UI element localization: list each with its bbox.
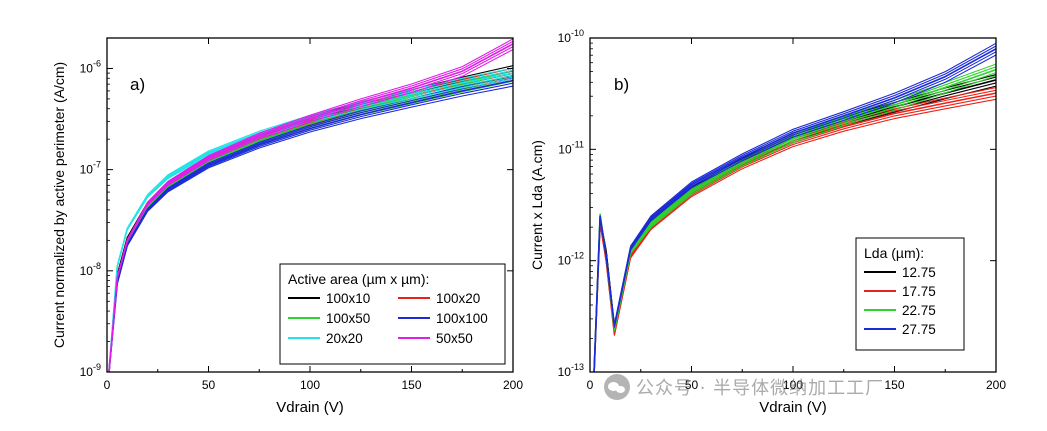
y-tick-label: 10-6 — [80, 58, 101, 75]
plot-a-legend-box — [279, 263, 506, 365]
x-tick-label: 150 — [401, 378, 421, 392]
plot-b-legend: Lda (µm): 12.75 17.75 22.75 27.75 — [855, 237, 965, 351]
x-tick-label: 200 — [503, 378, 523, 392]
plot-b-legend-box — [855, 237, 965, 351]
legend-entry-20x20: 20x20 — [288, 331, 363, 346]
legend-label: 17.75 — [902, 284, 936, 299]
plot-a-curves — [108, 38, 513, 372]
y-tick-label: 10-10 — [558, 28, 584, 45]
watermark: 公众号 · 半导体微纳加工工厂 — [604, 372, 884, 402]
y-tick-label: 10-12 — [558, 251, 584, 268]
legend-entry-12.75: 12.75 — [864, 265, 936, 280]
y-tick-label: 10-7 — [80, 160, 101, 177]
panel-a-label: a) — [130, 75, 145, 94]
plot-a-legend: Active area (µm x µm): 100x10 100x20 100x5… — [279, 263, 506, 365]
plot-b-y-axis-label: Current x Lda (A.cm) — [529, 140, 545, 270]
legend-label: 27.75 — [902, 322, 936, 337]
plot-b-x-axis-label: Vdrain (V) — [759, 399, 827, 416]
plot-b-ticks: 0 50 100 150 200 10-13 10-12 10-11 10-10 — [558, 28, 1007, 392]
plot-a-legend-title: Active area (µm x µm): — [288, 271, 429, 287]
legend-entry-17.75: 17.75 — [864, 284, 936, 299]
legend-entry-100x50: 100x50 — [288, 311, 370, 326]
legend-label: 100x20 — [436, 291, 480, 306]
series-trace-50x50 — [108, 38, 513, 372]
plot-b-legend-items: 12.75 17.75 22.75 27.75 — [864, 265, 936, 337]
legend-entry-27.75: 27.75 — [864, 322, 936, 337]
series-trace-27.75 — [593, 42, 996, 372]
plot-a-legend-items: 100x10 100x20 100x50 100x100 20x20 50x50 — [288, 291, 488, 346]
plot-b-curves — [593, 42, 996, 372]
legend-label: 100x10 — [326, 291, 370, 306]
x-tick-label: 100 — [300, 378, 320, 392]
x-tick-label: 50 — [685, 378, 699, 392]
plot-b-legend-title: Lda (µm): — [864, 245, 924, 261]
legend-entry-100x20: 100x20 — [398, 291, 480, 306]
legend-entry-100x100: 100x100 — [398, 311, 488, 326]
x-tick-label: 150 — [884, 378, 904, 392]
plot-a-ticks: 0 50 100 150 200 10-9 10-8 10-7 10-6 — [80, 37, 523, 392]
x-tick-label: 200 — [986, 378, 1006, 392]
legend-entry-50x50: 50x50 — [398, 331, 473, 346]
y-tick-label: 10-8 — [80, 261, 101, 278]
plot-a-y-axis-label: Current normalized by active perimeter (… — [51, 62, 67, 348]
x-tick-label: 100 — [783, 378, 803, 392]
plot-a-x-axis-label: Vdrain (V) — [276, 399, 344, 416]
panel-b-label: b) — [614, 75, 629, 94]
wechat-logo-icon — [604, 374, 630, 400]
y-tick-label: 10-13 — [558, 362, 584, 379]
y-tick-label: 10-9 — [80, 362, 101, 379]
x-tick-label: 0 — [587, 378, 594, 392]
legend-label: 100x50 — [326, 311, 370, 326]
watermark-text: 公众号 · 半导体微纳加工工厂 — [636, 378, 885, 399]
legend-label: 100x100 — [436, 311, 488, 326]
legend-label: 22.75 — [902, 303, 936, 318]
legend-entry-100x10: 100x10 — [288, 291, 370, 306]
legend-label: 12.75 — [902, 265, 936, 280]
legend-label: 50x50 — [436, 331, 473, 346]
y-tick-label: 10-11 — [558, 139, 584, 156]
x-tick-label: 50 — [202, 378, 216, 392]
chart-panel-b: 0 50 100 150 200 10-13 10-12 10-11 10-10 b) Vdra… — [529, 28, 1006, 416]
x-tick-label: 0 — [104, 378, 111, 392]
legend-entry-22.75: 22.75 — [864, 303, 936, 318]
legend-label: 20x20 — [326, 331, 363, 346]
chart-panel-a: 0 50 100 150 200 10-9 10-8 10-7 10-6 a) Vdrain (… — [51, 37, 523, 416]
